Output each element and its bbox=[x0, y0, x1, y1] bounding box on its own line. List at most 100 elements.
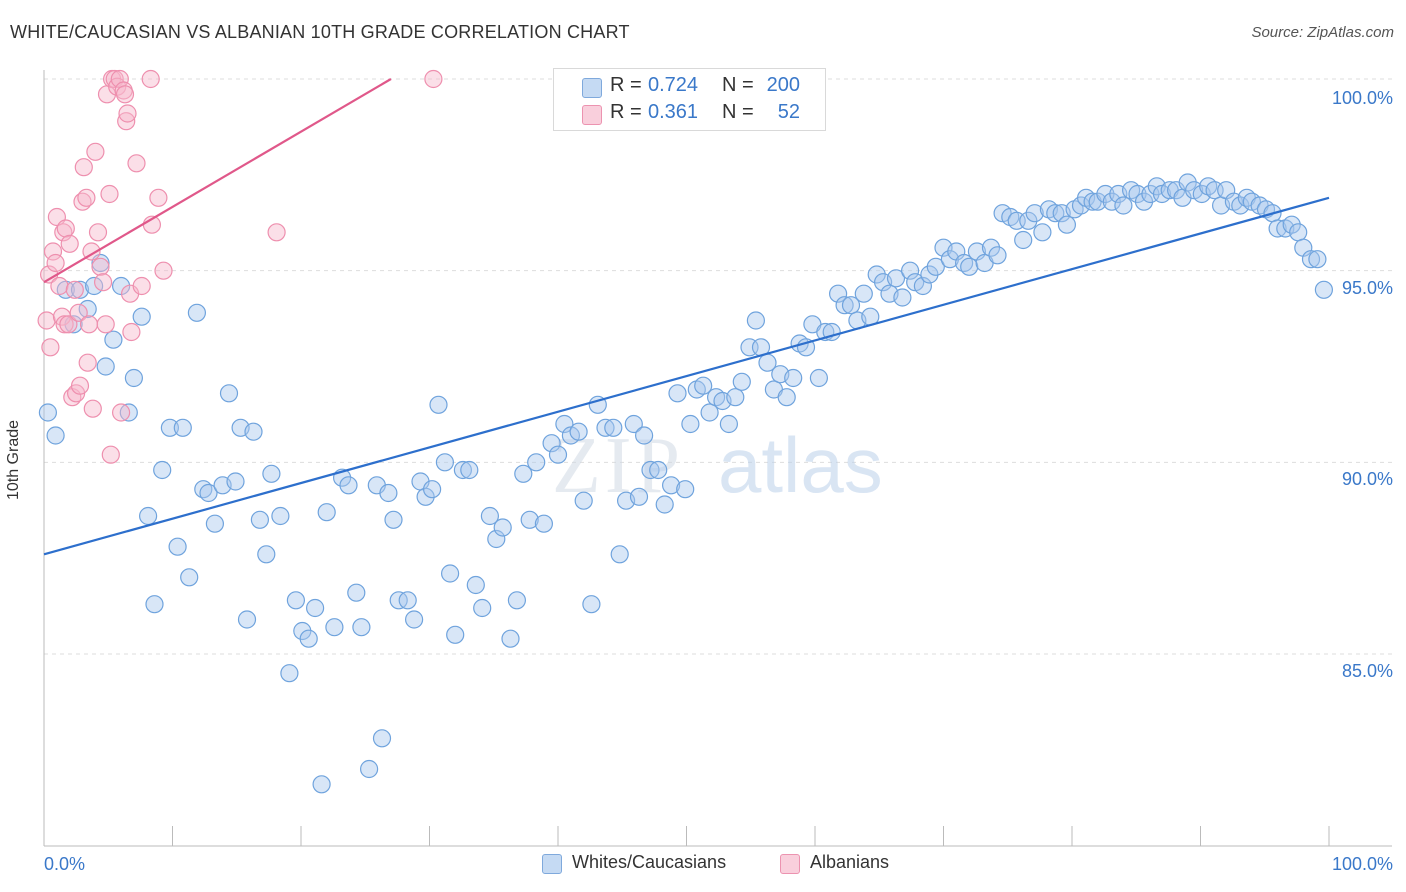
data-point bbox=[91, 257, 110, 276]
data-point bbox=[84, 276, 104, 296]
data-point bbox=[111, 403, 131, 422]
data-point bbox=[115, 85, 135, 104]
y-tick-label: 100.0% bbox=[1332, 88, 1393, 108]
data-point bbox=[981, 238, 1001, 257]
series-label-albanians: Albanians bbox=[810, 852, 890, 872]
data-point bbox=[507, 591, 527, 610]
data-point bbox=[398, 591, 417, 610]
data-point bbox=[893, 288, 912, 307]
data-point bbox=[732, 372, 751, 391]
series-swatch-albanians bbox=[780, 854, 800, 874]
data-point bbox=[124, 368, 143, 388]
data-point bbox=[668, 384, 687, 403]
data-point bbox=[480, 506, 499, 526]
data-point bbox=[286, 591, 305, 610]
data-point bbox=[93, 273, 113, 292]
data-point bbox=[117, 112, 136, 131]
data-point bbox=[60, 234, 79, 253]
data-point bbox=[501, 629, 520, 648]
data-point bbox=[244, 422, 263, 441]
trend-lines bbox=[43, 78, 1330, 556]
legend-swatch-whites bbox=[582, 78, 602, 98]
data-point bbox=[46, 253, 65, 273]
data-point bbox=[168, 537, 187, 556]
chart-source: Source: ZipAtlas.com bbox=[1251, 24, 1394, 41]
data-point bbox=[55, 315, 74, 334]
data-point bbox=[634, 426, 654, 445]
data-point bbox=[460, 460, 479, 480]
data-point bbox=[219, 384, 239, 403]
data-point bbox=[312, 775, 331, 794]
data-point bbox=[127, 154, 146, 173]
data-point bbox=[1046, 204, 1065, 223]
data-point bbox=[1019, 211, 1038, 230]
data-point bbox=[534, 514, 554, 533]
data-point bbox=[841, 296, 861, 315]
data-point bbox=[86, 142, 105, 161]
data-point bbox=[493, 518, 512, 537]
axes bbox=[43, 70, 1392, 847]
data-point bbox=[784, 368, 803, 388]
trend-line-whites bbox=[43, 196, 1330, 556]
x-tick-label: 0.0% bbox=[44, 854, 85, 874]
data-point bbox=[649, 460, 668, 480]
data-point bbox=[1308, 250, 1327, 269]
data-point bbox=[548, 445, 568, 464]
data-point bbox=[160, 418, 179, 437]
legend-n-label: N = bbox=[722, 101, 754, 123]
data-point bbox=[424, 69, 443, 89]
data-point bbox=[574, 491, 593, 510]
data-point bbox=[854, 284, 873, 303]
data-point bbox=[43, 242, 63, 261]
data-point bbox=[250, 510, 269, 529]
data-point bbox=[900, 261, 920, 280]
data-point bbox=[1057, 215, 1077, 234]
data-point bbox=[681, 414, 700, 434]
legend-r-label: R = bbox=[610, 101, 642, 123]
data-point bbox=[262, 464, 281, 483]
data-point bbox=[280, 664, 299, 683]
data-point bbox=[347, 583, 366, 602]
data-point bbox=[441, 564, 460, 583]
legend-n-value: 200 bbox=[766, 74, 800, 96]
data-point bbox=[416, 487, 435, 506]
data-point bbox=[50, 276, 69, 296]
data-point bbox=[1088, 192, 1107, 211]
data-point bbox=[886, 269, 906, 288]
data-point bbox=[988, 246, 1007, 265]
data-point bbox=[582, 595, 601, 614]
data-point bbox=[70, 280, 90, 299]
data-point bbox=[199, 483, 218, 503]
data-point bbox=[132, 276, 151, 296]
data-point bbox=[56, 219, 75, 238]
data-point bbox=[101, 445, 120, 464]
data-point bbox=[104, 330, 123, 349]
data-point bbox=[205, 514, 224, 533]
data-point bbox=[1025, 204, 1044, 223]
data-point bbox=[777, 388, 796, 407]
data-point bbox=[429, 395, 448, 414]
data-point bbox=[466, 575, 485, 595]
data-point bbox=[661, 476, 681, 495]
data-point bbox=[360, 759, 379, 779]
tick-labels: 85.0% 90.0% 95.0% 100.0% 0.0% 100.0% bbox=[44, 88, 1393, 874]
data-point bbox=[100, 184, 119, 204]
legend-row-whites: R = 0.724 N = 200 bbox=[554, 74, 825, 100]
data-point bbox=[828, 284, 848, 303]
data-point bbox=[325, 618, 344, 637]
data-point bbox=[926, 257, 945, 276]
gridlines bbox=[44, 78, 1392, 655]
data-point bbox=[139, 506, 158, 526]
data-point bbox=[226, 472, 245, 491]
data-point bbox=[694, 376, 713, 395]
data-point bbox=[154, 261, 173, 280]
data-point bbox=[1014, 230, 1033, 250]
data-point bbox=[37, 311, 56, 330]
data-point bbox=[46, 426, 65, 445]
data-point bbox=[299, 629, 318, 648]
data-point bbox=[960, 257, 979, 276]
data-point bbox=[453, 460, 472, 480]
data-point bbox=[624, 414, 643, 434]
data-point bbox=[746, 311, 766, 330]
data-point bbox=[1301, 250, 1321, 269]
